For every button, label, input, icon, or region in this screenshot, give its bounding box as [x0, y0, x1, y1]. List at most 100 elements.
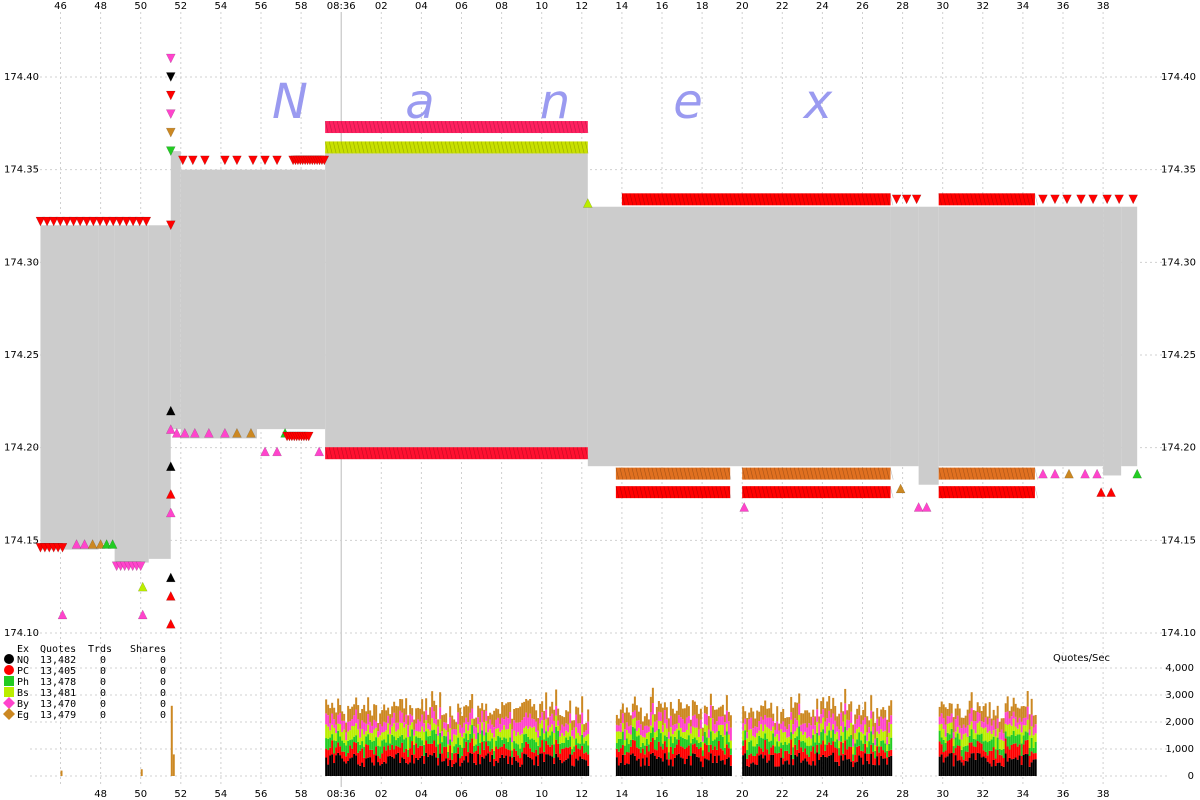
rate-bar: [1008, 710, 1011, 719]
rate-bar: [623, 754, 626, 765]
quote-band-texture: [865, 486, 870, 499]
rate-bar: [531, 751, 534, 760]
rate-bar: [687, 745, 690, 756]
rate-bar: [717, 740, 720, 756]
rate-bar: [351, 725, 354, 740]
rate-bar: [621, 703, 624, 714]
rate-bar: [549, 755, 552, 776]
quote-band-texture: [679, 486, 684, 499]
rate-bar: [828, 696, 831, 711]
rate-bar: [675, 728, 678, 740]
rate-bar: [762, 731, 765, 739]
ask-marker: [1076, 194, 1086, 205]
rate-bar: [497, 748, 500, 763]
rate-bar: [864, 735, 867, 744]
time-tick-label-top: 06: [455, 1, 468, 12]
rate-bar: [824, 750, 827, 757]
rate-bar: [872, 711, 875, 727]
rate-bar: [988, 702, 991, 719]
rate-bar: [878, 765, 881, 776]
quote-band-texture: [809, 486, 814, 499]
rate-bar: [972, 720, 975, 730]
quote-band-texture: [516, 141, 521, 154]
rate-bar: [962, 765, 965, 776]
quote-band-texture: [364, 447, 369, 460]
rate-bar: [445, 747, 448, 759]
rate-bar: [760, 748, 763, 755]
rate-bar: [976, 740, 979, 753]
price-tick-label-right: 174.10: [1161, 628, 1196, 639]
rate-bar: [802, 734, 805, 741]
rate-bar: [463, 732, 466, 739]
rate-bar: [409, 736, 412, 749]
rate-bar: [455, 744, 458, 753]
rate-bar: [1018, 755, 1021, 776]
rate-bar: [365, 723, 368, 732]
quote-band-texture: [625, 193, 630, 206]
rate-bar: [697, 713, 700, 730]
quote-band-texture: [623, 467, 628, 480]
rate-bar: [860, 731, 863, 741]
rate-bar: [495, 740, 498, 747]
rate-bar: [559, 730, 562, 737]
rate-bar: [363, 766, 366, 776]
rate-bar: [844, 755, 847, 776]
rate-bar: [888, 743, 891, 751]
quote-band-texture: [825, 467, 830, 480]
rate-bar: [351, 739, 354, 749]
rate-bar: [836, 726, 839, 732]
quote-band-texture: [524, 120, 529, 134]
rate-bar: [629, 715, 632, 726]
quote-band: [615, 486, 731, 499]
rate-bar: [473, 726, 476, 734]
rate-bar: [782, 732, 785, 745]
rate-bar: [866, 753, 869, 761]
time-tick-label-bottom: 04: [415, 789, 428, 800]
quote-band-texture: [889, 467, 894, 480]
rate-bar: [709, 744, 712, 754]
spread-segment: [256, 169, 326, 430]
rate-bar: [375, 721, 378, 728]
rate-bar: [551, 731, 554, 745]
rate-bar: [367, 714, 370, 725]
quote-band-texture: [404, 141, 409, 154]
rate-bar: [459, 766, 462, 776]
quote-band-texture: [667, 467, 672, 480]
rate-bar: [1012, 711, 1015, 719]
quote-band-texture: [400, 447, 405, 460]
rate-bar: [806, 727, 809, 739]
quote-band-texture: [865, 193, 870, 206]
rate-bar: [409, 705, 412, 714]
rate-bar: [832, 724, 835, 730]
rate-bar: [687, 755, 690, 776]
quote-band-texture: [829, 193, 834, 206]
rate-bar: [473, 718, 476, 727]
rate-bar: [872, 742, 875, 752]
rate-bar: [703, 731, 706, 744]
rate-bar: [784, 761, 787, 776]
rate-bar: [830, 708, 833, 718]
rate-bar: [982, 706, 985, 723]
rate-bar: [633, 710, 636, 718]
rate-bar: [1026, 719, 1029, 733]
rate-bar: [633, 728, 636, 741]
quote-band-texture: [384, 141, 389, 154]
rate-bar: [353, 736, 356, 743]
legend-shares: 0: [160, 688, 166, 699]
rate-bar: [858, 732, 861, 746]
rate-bar: [742, 730, 745, 741]
rate-bar: [972, 738, 975, 747]
quote-band-texture: [773, 193, 778, 206]
rate-bar: [435, 719, 438, 725]
time-tick-label-bottom: 58: [295, 789, 308, 800]
rate-bar: [1016, 728, 1019, 735]
rate-bar: [639, 724, 642, 736]
rate-bar: [750, 763, 753, 776]
rate-bar: [842, 721, 845, 733]
quote-band-texture: [829, 486, 834, 499]
rate-bar: [397, 746, 400, 753]
quote-band-texture: [773, 467, 778, 480]
spread-segment: [114, 225, 149, 563]
quote-band-texture: [861, 486, 866, 499]
